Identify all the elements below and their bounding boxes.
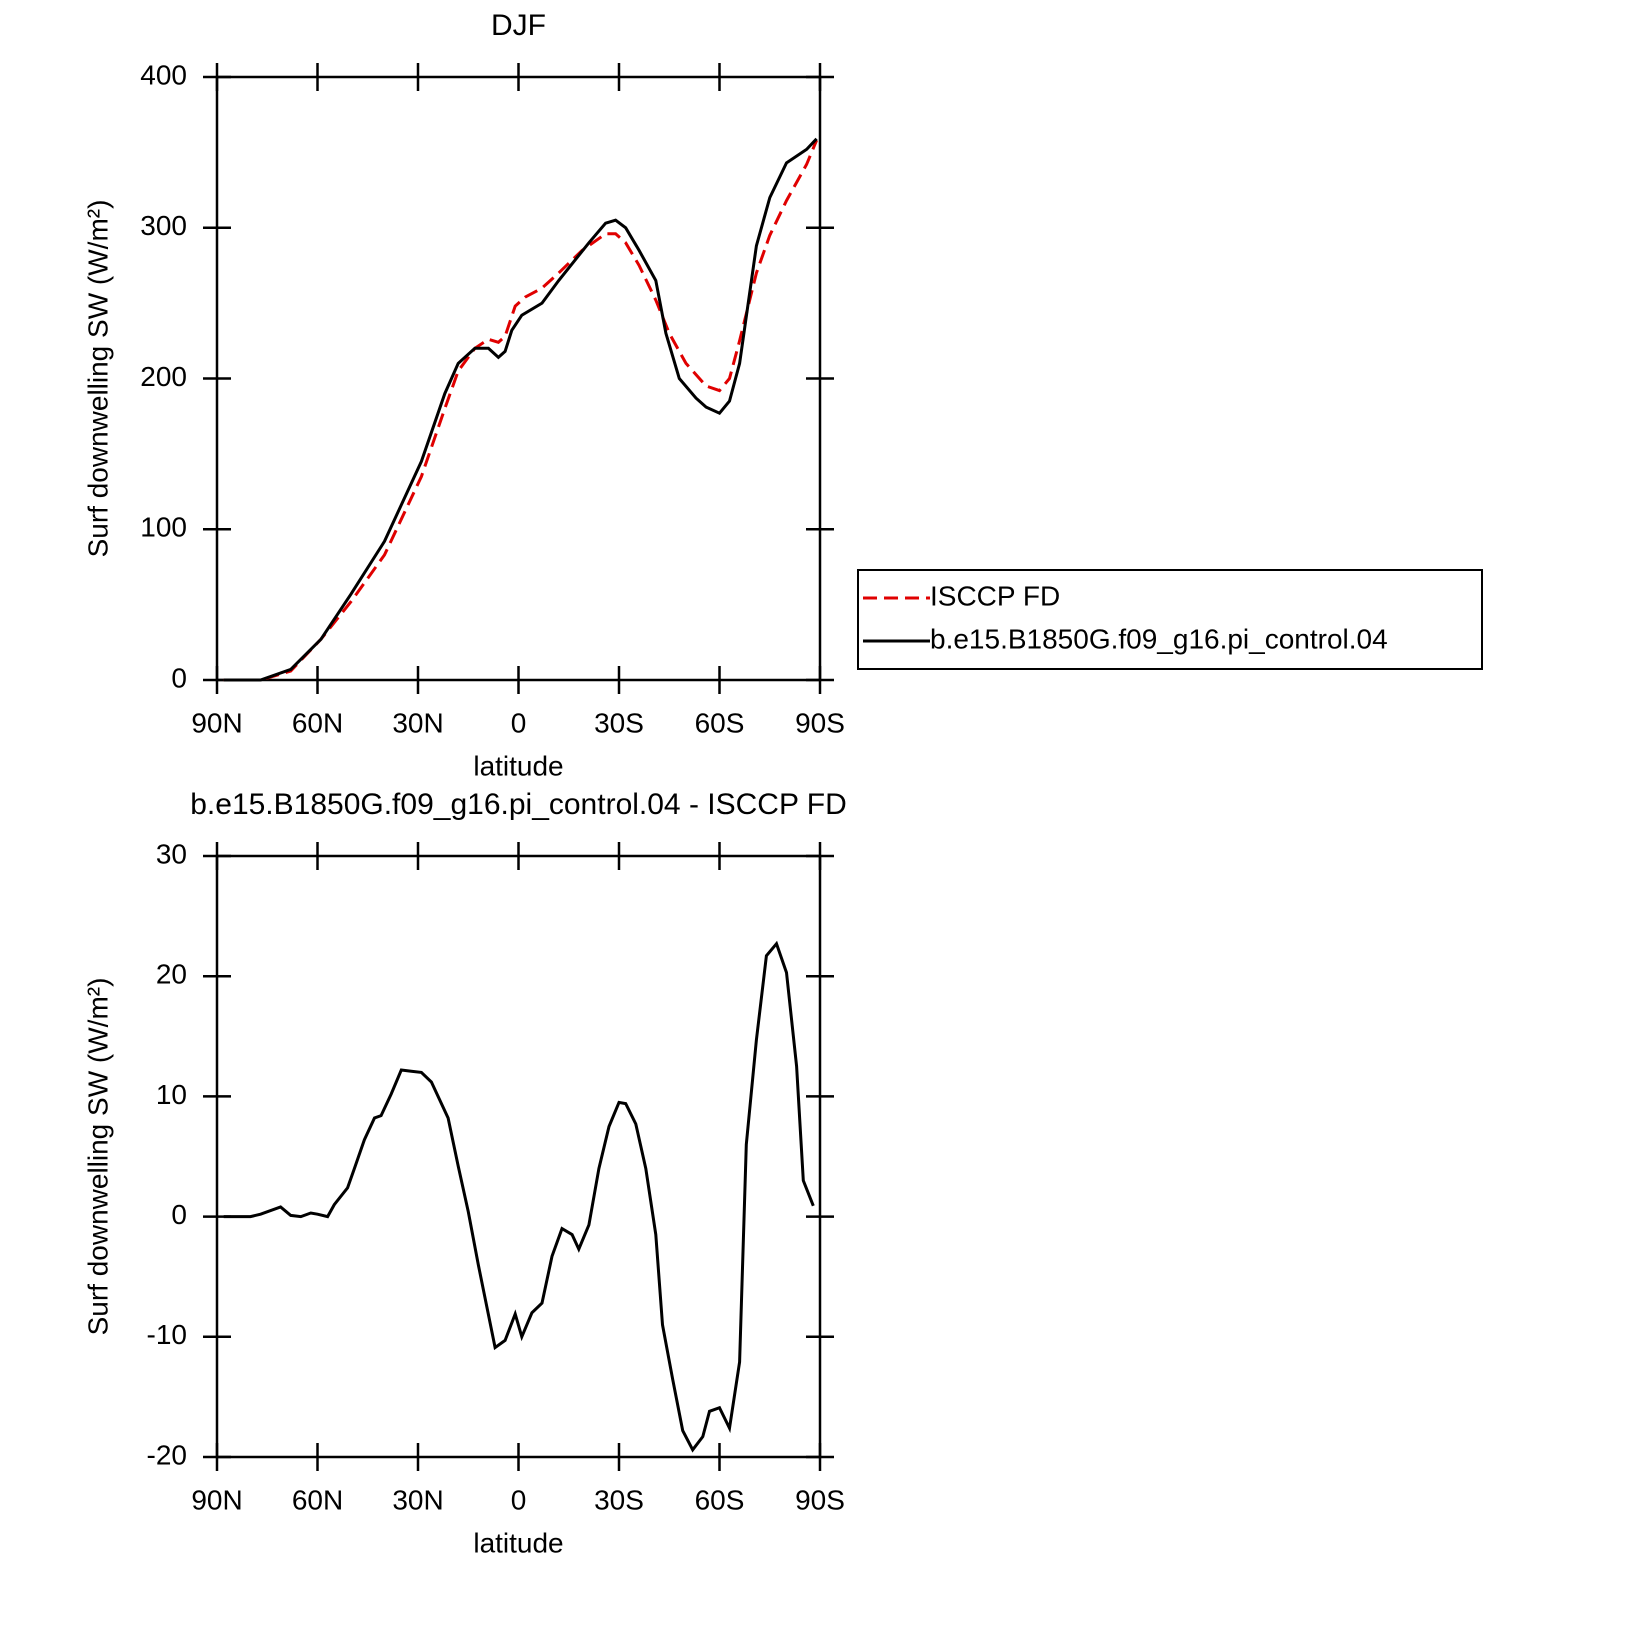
- y-tick-label: 0: [171, 1199, 187, 1230]
- x-tick-label: 90S: [795, 707, 845, 738]
- x-tick-label: 0: [511, 1484, 527, 1515]
- chart-title: b.e15.B1850G.f09_g16.pi_control.04 - ISC…: [190, 788, 847, 821]
- y-tick-label: 400: [140, 59, 187, 90]
- data-line: [223, 139, 818, 682]
- y-tick-label: 10: [156, 1079, 187, 1110]
- chart-title: DJF: [491, 9, 546, 42]
- data-line: [223, 137, 818, 682]
- legend-label: b.e15.B1850G.f09_g16.pi_control.04: [930, 623, 1388, 654]
- legend-label: ISCCP FD: [930, 580, 1060, 611]
- x-tick-label: 60S: [695, 707, 745, 738]
- x-tick-label: 30N: [392, 707, 443, 738]
- x-tick-label: 30S: [594, 1484, 644, 1515]
- plot-frame: [215, 854, 822, 1459]
- plot-frame: [215, 75, 822, 682]
- y-tick-label: 100: [140, 512, 187, 543]
- y-tick-label: 20: [156, 959, 187, 990]
- legend-box: [857, 569, 1483, 670]
- x-tick-label: 30S: [594, 707, 644, 738]
- y-tick-label: -10: [147, 1319, 187, 1350]
- x-tick-label: 90N: [191, 707, 242, 738]
- y-tick-label: 200: [140, 361, 187, 392]
- x-tick-label: 90N: [191, 1484, 242, 1515]
- x-tick-label: 60N: [292, 1484, 343, 1515]
- x-tick-label: 60S: [695, 1484, 745, 1515]
- x-tick-label: 90S: [795, 1484, 845, 1515]
- y-tick-label: 0: [171, 662, 187, 693]
- data-line: [223, 940, 815, 1453]
- y-tick-label: 300: [140, 210, 187, 241]
- y-axis-label: Surf downwelling SW (W/m²): [82, 200, 113, 558]
- x-tick-label: 30N: [392, 1484, 443, 1515]
- y-tick-label: 30: [156, 838, 187, 869]
- x-tick-label: 0: [511, 707, 527, 738]
- x-axis-label: latitude: [473, 750, 563, 781]
- x-tick-label: 60N: [292, 707, 343, 738]
- y-tick-label: -20: [147, 1439, 187, 1470]
- y-axis-label: Surf downwelling SW (W/m²): [82, 978, 113, 1336]
- x-axis-label: latitude: [473, 1527, 563, 1558]
